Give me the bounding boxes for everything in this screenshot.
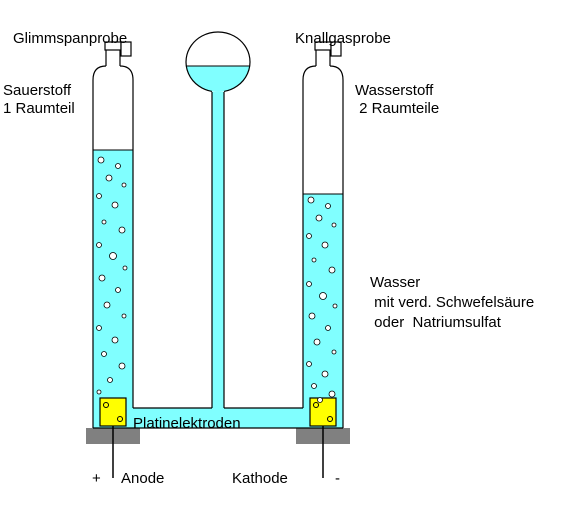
electrolysis-diagram: [0, 0, 572, 506]
label-knallgasprobe: Knallgasprobe: [295, 30, 391, 47]
label-sauerstoff-2: 1 Raumteil: [3, 100, 75, 117]
label-wasserstoff-2: 2 Raumteile: [355, 100, 439, 117]
label-wasser-3: oder Natriumsulfat: [370, 314, 501, 331]
label-kathode: Kathode: [232, 470, 288, 487]
label-platinelektroden: Platinelektroden: [133, 415, 241, 432]
label-sauerstoff-1: Sauerstoff: [3, 82, 71, 99]
label-minus: -: [335, 470, 340, 487]
label-wasserstoff-1: Wasserstoff: [355, 82, 433, 99]
label-wasser-1: Wasser: [370, 274, 420, 291]
label-plus: +: [92, 470, 101, 487]
label-glimmspanprobe: Glimmspanprobe: [13, 30, 127, 47]
label-wasser-2: mit verd. Schwefelsäure: [370, 294, 534, 311]
label-anode: Anode: [121, 470, 164, 487]
